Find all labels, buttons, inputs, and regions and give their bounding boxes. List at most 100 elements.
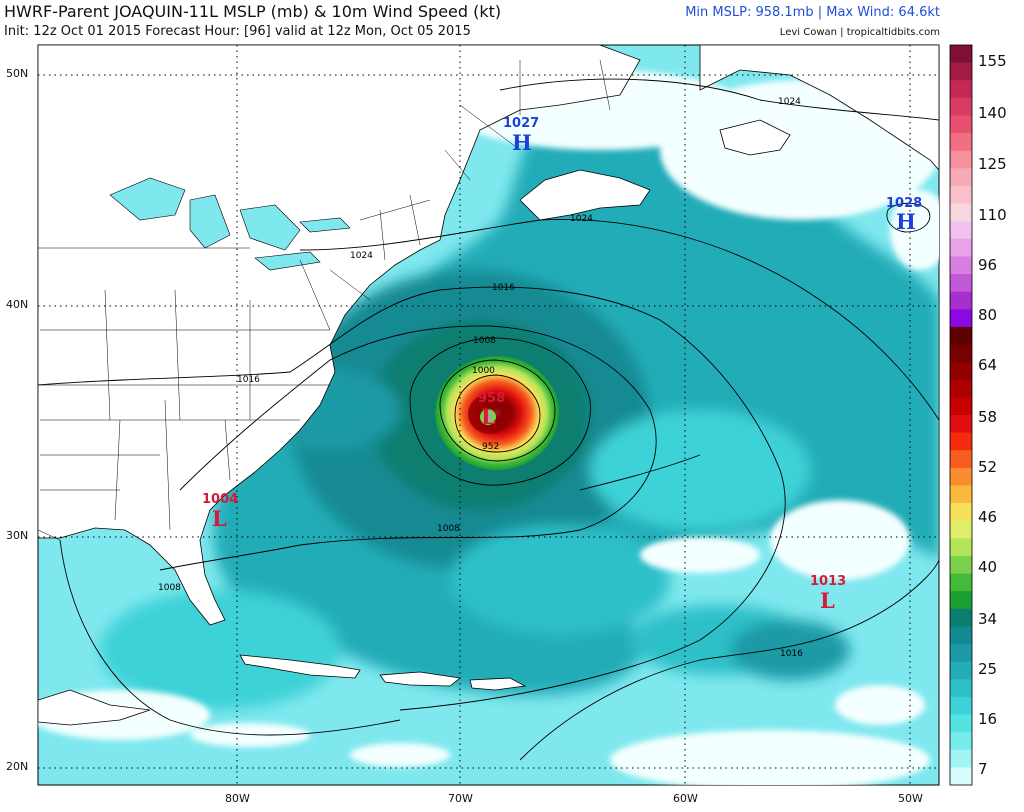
colorbar-label: 64 [978, 356, 998, 374]
colorbar-swatch [950, 555, 972, 575]
colorbar-swatch [950, 415, 972, 434]
graticule [38, 45, 939, 785]
credit-line: Levi Cowan | tropicaltidbits.com [779, 27, 940, 38]
colorbar-swatch [950, 309, 972, 328]
colorbar-swatch [950, 379, 972, 398]
lat-label: 40N [6, 298, 29, 311]
colorbar-swatch [950, 291, 972, 310]
colorbar-swatch [950, 644, 972, 663]
colorbar-swatch [950, 485, 972, 504]
colorbar-label: 7 [978, 760, 988, 778]
colorbar-swatch [950, 203, 972, 222]
lon-label: 50W [898, 792, 923, 805]
colorbar-swatch [950, 679, 972, 698]
colorbar-label: 96 [978, 256, 998, 274]
lon-label: 80W [225, 792, 250, 805]
colorbar-swatch [950, 115, 972, 134]
colorbar-swatch [950, 238, 972, 257]
isobar-label: 1024 [350, 251, 373, 261]
low-pressure-value: 1013 [810, 574, 846, 589]
hurricane-low-marker: L [481, 404, 496, 429]
colorbar-swatch [950, 591, 972, 610]
colorbar-label: 52 [978, 458, 998, 476]
colorbar-swatch [950, 274, 972, 293]
land [38, 45, 939, 726]
colorbar-swatch [950, 503, 972, 522]
colorbar-swatch [950, 80, 972, 99]
colorbar-swatch [950, 696, 972, 716]
isobar-label: 1024 [570, 214, 593, 224]
chart-title: HWRF-Parent JOAQUIN-11L MSLP (mb) & 10m … [4, 2, 502, 21]
colorbar-swatch [950, 256, 972, 275]
isobar-label: 952 [482, 442, 499, 452]
high-pressure-value: 1027 [503, 116, 539, 131]
high-pressure-marker: H [512, 130, 532, 155]
colorbar-swatch [950, 432, 972, 451]
colorbar-swatch [950, 573, 972, 592]
isobar-label: 1016 [492, 283, 515, 293]
colorbar-swatch [950, 749, 972, 768]
colorbar-label: 80 [978, 306, 998, 324]
colorbar-frame [949, 44, 973, 786]
lat-label: 30N [6, 529, 29, 542]
colorbar-label: 140 [978, 104, 1007, 122]
colorbar-swatch [950, 150, 972, 169]
high-pressure-value: 1028 [886, 196, 922, 211]
colorbar-label: 40 [978, 558, 998, 576]
lon-label: 60W [673, 792, 698, 805]
isobar-label: 1008 [158, 583, 181, 593]
low-pressure-marker: L [212, 506, 227, 531]
hurricane-joaquin-core [435, 356, 559, 470]
wind-field: 1024 1024 1024 1016 1016 1016 1008 1008 … [38, 45, 939, 785]
colorbar-label: 25 [978, 660, 998, 678]
colorbar-label: 58 [978, 408, 998, 426]
colorbar-label: 110 [978, 206, 1007, 224]
colorbar-swatch [950, 608, 972, 627]
colorbar-swatch [950, 520, 972, 539]
colorbar-swatch [950, 538, 972, 557]
colorbar-swatch [950, 97, 972, 116]
isobar-label: 1016 [780, 649, 803, 659]
low-pressure-marker: L [820, 588, 835, 613]
colorbar [949, 44, 973, 786]
colorbar-swatch [950, 344, 972, 363]
colorbar-label: 16 [978, 710, 998, 728]
isobar-label: 1024 [778, 97, 801, 107]
colorbar-swatch [950, 714, 972, 733]
lat-label: 20N [6, 760, 29, 773]
isobars [38, 78, 939, 761]
colorbar-swatch [950, 397, 972, 416]
colorbar-swatch [950, 185, 972, 205]
colorbar-swatch [950, 168, 972, 187]
colorbar-label: 155 [978, 52, 1007, 70]
storm-stats: Min MSLP: 958.1mb | Max Wind: 64.6kt [685, 5, 940, 20]
boundaries [38, 59, 611, 541]
init-forecast-info: Init: 12z Oct 01 2015 Forecast Hour: [96… [4, 24, 471, 39]
colorbar-swatch [950, 732, 972, 751]
colorbar-swatch [950, 326, 972, 346]
lon-label: 70W [448, 792, 473, 805]
colorbar-swatch [950, 133, 972, 152]
colorbar-label: 46 [978, 508, 998, 526]
colorbar-swatch [950, 62, 972, 81]
isobar-labels: 1024 1024 1024 1016 1016 1016 1008 1008 … [158, 97, 803, 659]
colorbar-label: 125 [978, 155, 1007, 173]
isobar-label: 1008 [437, 524, 460, 534]
colorbar-swatch [950, 221, 972, 240]
pressure-systems: 1027 H 1028 H 1004 L 1013 L 958 L [202, 116, 922, 613]
colorbar-swatch [950, 767, 972, 786]
isobar-label: 1008 [473, 336, 496, 346]
colorbar-swatch [950, 626, 972, 645]
low-pressure-value: 1004 [202, 492, 238, 507]
lat-label: 50N [6, 67, 29, 80]
hurricane-pressure-value: 958 [478, 391, 505, 406]
colorbar-swatch [950, 467, 972, 486]
high-pressure-marker: H [896, 209, 916, 234]
colorbar-label: 34 [978, 610, 998, 628]
colorbar-swatch [950, 362, 972, 381]
colorbar-swatch [950, 45, 972, 64]
isobar-label: 1000 [472, 366, 495, 376]
colorbar-swatch [950, 450, 972, 469]
colorbar-swatch [950, 661, 972, 680]
